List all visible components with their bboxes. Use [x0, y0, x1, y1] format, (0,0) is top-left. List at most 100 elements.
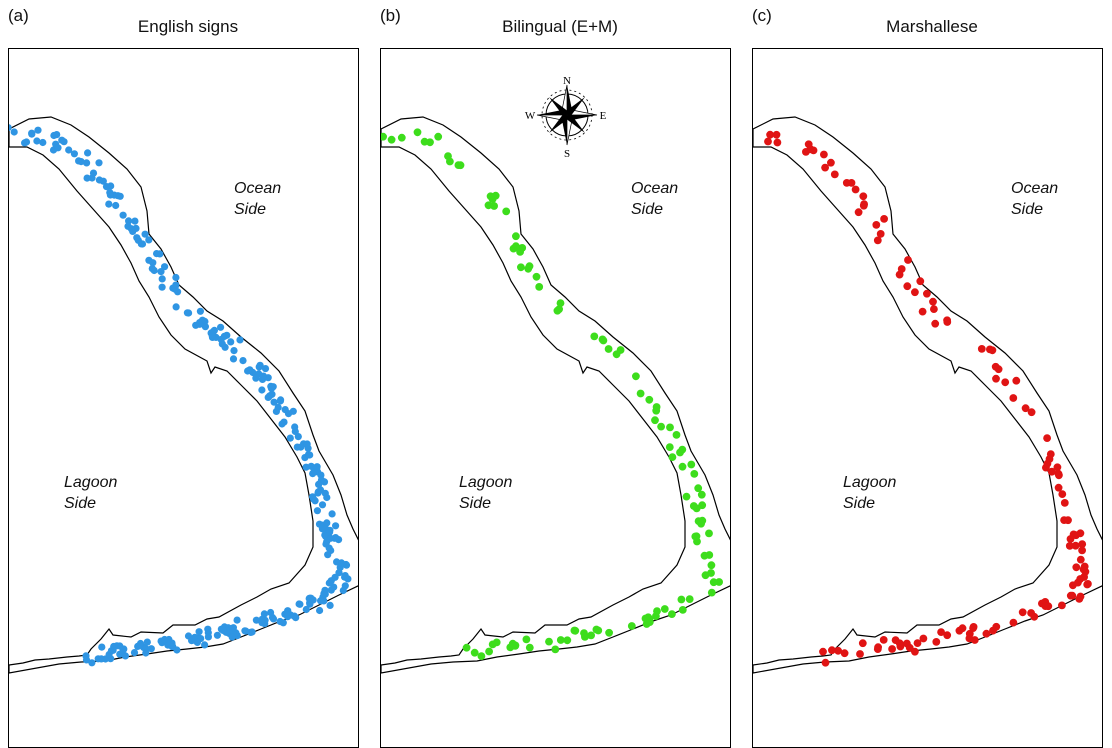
sign-location-dot [110, 642, 118, 651]
sign-location-dot [1084, 580, 1092, 588]
sign-location-dot [1064, 516, 1072, 525]
sign-location-dot [321, 489, 329, 497]
sign-location-dot [847, 179, 856, 187]
sign-location-dot [919, 634, 928, 643]
sign-location-dot [677, 595, 686, 604]
sign-location-dot [604, 345, 613, 353]
sign-location-dot [320, 589, 328, 598]
panel-title: Marshallese [886, 17, 978, 36]
sign-location-dot [895, 270, 904, 279]
sign-location-dot [804, 140, 813, 149]
sign-location-dot [462, 643, 471, 652]
sign-location-dot [665, 443, 674, 451]
sign-location-dot [326, 528, 334, 536]
sign-location-dot [1078, 546, 1086, 555]
sign-location-dot [145, 256, 153, 264]
sign-location-dot [705, 551, 714, 559]
sign-location-dot [556, 299, 565, 307]
sign-location-dot [34, 126, 42, 134]
sign-location-dot [858, 639, 867, 648]
sign-location-dot [258, 386, 266, 394]
sign-location-dot [1078, 540, 1087, 548]
sign-location-dot [1060, 499, 1069, 507]
sign-location-dot [28, 129, 36, 137]
sign-location-dot [563, 636, 572, 645]
sign-location-dot [923, 289, 931, 298]
sign-location-dot [274, 403, 282, 412]
sign-location-dot [477, 652, 486, 660]
sign-location-dot [327, 586, 335, 594]
sign-location-dot [485, 647, 493, 656]
sign-location-dot [930, 305, 938, 313]
sign-location-dot [1076, 529, 1085, 538]
sign-location-dot [161, 263, 169, 271]
sign-location-dot [302, 605, 310, 614]
lagoon-label-line2: Side [843, 495, 876, 512]
sign-location-dot [130, 649, 139, 657]
sign-location-dot [9, 124, 12, 132]
sign-location-dot [137, 240, 145, 248]
sign-location-dot [834, 646, 842, 655]
sign-location-dot [1047, 467, 1056, 476]
sign-location-dot [492, 638, 501, 647]
sign-location-dot [70, 150, 78, 158]
lagoon-label-line1: Lagoon [459, 474, 513, 491]
sign-location-dot [54, 144, 62, 152]
sign-location-dot [828, 646, 836, 655]
sign-location-dot [1009, 394, 1018, 402]
map-frame: Ocean Side Lagoon Side [752, 48, 1103, 748]
sign-location-dot [1021, 404, 1030, 413]
sign-location-dot [627, 622, 636, 630]
sign-location-dot [446, 157, 454, 166]
sign-location-dot [284, 410, 293, 418]
sign-location-dot [315, 480, 323, 488]
sign-location-dot [1071, 541, 1080, 550]
sign-location-dot [456, 161, 465, 170]
sign-location-dot [666, 423, 674, 432]
sign-location-dot [986, 345, 994, 354]
sign-location-dot [277, 396, 285, 404]
sign-location-dot [420, 137, 429, 146]
sign-location-dot [97, 655, 105, 663]
sign-location-dot [196, 307, 204, 315]
lagoon-label-line1: Lagoon [64, 474, 118, 491]
sign-location-dot [89, 169, 98, 177]
sign-location-dot [657, 422, 665, 431]
sign-location-dot [545, 637, 553, 646]
sign-location-dot [208, 332, 216, 340]
sign-location-dot [904, 256, 912, 264]
sign-location-dot [82, 656, 91, 664]
compass-rose-icon: N S E W [525, 75, 607, 160]
sign-location-dot [1054, 483, 1063, 492]
sign-location-dot [965, 634, 974, 643]
sign-location-dot [764, 137, 772, 146]
sign-location-dot [387, 135, 396, 144]
lagoon-side-label: Lagoon Side [843, 472, 896, 514]
sign-location-dot [678, 462, 687, 471]
panel-letter: (c) [752, 6, 772, 25]
sign-location-dot [512, 232, 520, 241]
sign-location-dot [77, 158, 85, 166]
sign-location-dot [217, 335, 225, 344]
sign-location-dot [50, 131, 58, 140]
sign-location-dot [707, 588, 716, 597]
sign-location-dot [323, 519, 331, 527]
sign-location-dot [773, 138, 782, 147]
map-panel-english: (a) English signs Ocean Side Lagoon Side [8, 0, 368, 748]
sign-location-dot [322, 540, 330, 548]
sign-location-dot [1076, 592, 1085, 601]
ocean-label-line1: Ocean [1011, 180, 1059, 197]
sign-location-dot [183, 309, 191, 317]
sign-location-dot [873, 645, 882, 653]
sign-location-dot [1046, 450, 1055, 458]
sign-location-dot [233, 616, 241, 624]
sign-location-dot [989, 626, 997, 635]
atoll-map [9, 116, 358, 674]
sign-location-dot [819, 647, 827, 656]
sign-location-dot [326, 534, 335, 542]
sign-location-dot [1072, 563, 1081, 572]
sign-location-dot [193, 638, 201, 647]
sign-location-dot [172, 303, 180, 311]
sign-location-dot [313, 507, 321, 515]
sign-location-dot [872, 221, 881, 229]
